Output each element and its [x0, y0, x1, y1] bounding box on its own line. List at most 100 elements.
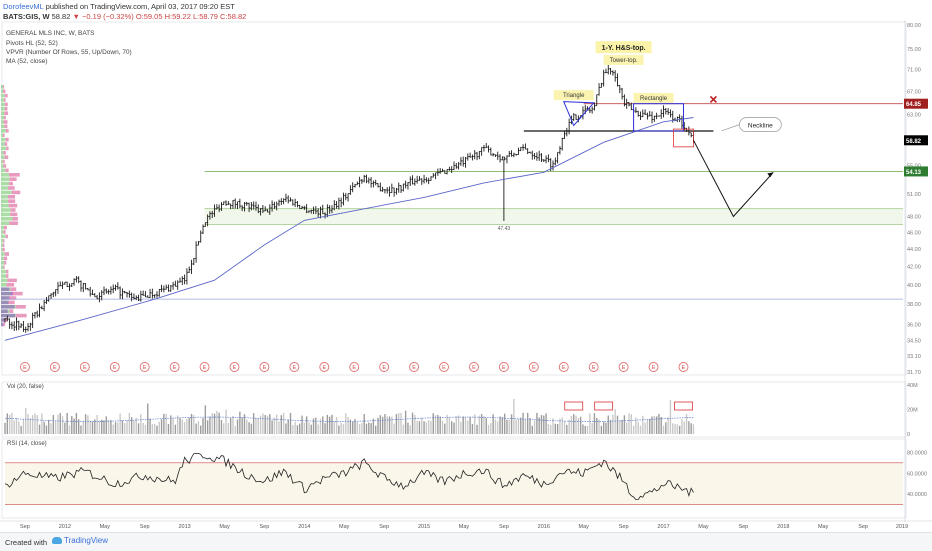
chart-canvas[interactable]: 80.0075.0071.0067.0063.0059.0055.0051.00…	[0, 0, 932, 532]
ohlc-bar	[333, 200, 336, 211]
vpvr-bar-down	[4, 107, 8, 111]
ohlc-bar	[314, 206, 317, 215]
legend-pivots[interactable]: Pivots HL (52, 52)	[6, 40, 58, 47]
vpvr-bar-base	[1, 305, 15, 309]
legend-vpvr[interactable]: VPVR (Number Of Rows, 55, Up/Down, 70)	[6, 49, 132, 56]
vpvr-bar-down	[12, 217, 18, 221]
ohlc-bar	[404, 180, 407, 189]
volume-bar	[596, 417, 598, 434]
volume-bar	[589, 413, 591, 434]
x-marker-icon	[709, 95, 717, 103]
volume-bar	[418, 421, 421, 434]
vpvr-bar-up	[1, 261, 5, 265]
vpvr-bar-up	[1, 247, 3, 252]
footer-brand[interactable]: TradingView	[52, 536, 108, 545]
legend-ma[interactable]: MA (52, close)	[6, 58, 48, 65]
volume-bar	[252, 413, 255, 434]
vpvr-bar-up	[1, 225, 4, 230]
vpvr-bar-down	[4, 93, 8, 98]
author-link[interactable]: DorofeevML	[3, 2, 44, 11]
ohlc-bar	[614, 70, 617, 82]
ohlc-bar	[146, 295, 149, 298]
ohlc-bar	[413, 178, 416, 186]
volume-bar	[690, 423, 692, 434]
vpvr-bar-down	[10, 208, 16, 212]
volume-bar	[584, 425, 586, 434]
volume-bar	[600, 425, 603, 434]
ohlc-bar	[72, 278, 76, 286]
volume-bar	[358, 424, 361, 434]
volume-bar	[361, 423, 363, 434]
volume-bar	[515, 419, 517, 434]
ohlc-bar	[464, 157, 467, 168]
volume-bar	[114, 422, 117, 434]
rsi-line	[4, 452, 694, 501]
vpvr-bar-down	[3, 120, 8, 124]
volume-bar	[285, 423, 287, 434]
ohlc-bar	[508, 150, 511, 157]
volume-bar	[404, 410, 407, 434]
volume-bar	[84, 414, 87, 434]
volume-bar	[653, 415, 656, 434]
earnings-marker: E	[648, 362, 659, 372]
ohlc-bar	[485, 143, 488, 149]
volume-bar	[34, 413, 36, 434]
earnings-marker: E	[678, 362, 689, 372]
volume-bar	[545, 413, 547, 434]
ohlc-bar	[482, 144, 486, 152]
volume-bar	[197, 421, 200, 434]
volume-bar	[61, 416, 64, 434]
vpvr-bar-down	[4, 142, 8, 146]
ohlc-bar	[480, 147, 483, 156]
volume-bar	[54, 420, 57, 434]
volume-bar	[628, 413, 630, 434]
ohlc-bar	[63, 281, 66, 285]
ohlc-bar	[459, 157, 463, 166]
ohlc-bar	[206, 214, 209, 227]
vpvr-bar-down	[3, 265, 5, 269]
price-tick-label: 42.00	[907, 265, 921, 271]
earnings-marker: E	[109, 362, 120, 372]
price-tick-label: 75.00	[907, 47, 921, 53]
ohlc-bar	[234, 198, 237, 209]
ohlc-bar	[224, 200, 228, 206]
price-tick-label: 44.00	[907, 247, 921, 253]
volume-bar	[211, 413, 213, 434]
volume-bar	[87, 415, 89, 434]
volume-bar	[669, 400, 672, 434]
volume-bar	[66, 413, 68, 434]
time-tick-label: May	[459, 524, 470, 530]
earnings-letter: E	[173, 365, 177, 371]
volume-bar	[27, 413, 29, 434]
ohlc-bar	[289, 197, 292, 202]
volume-bar	[110, 420, 112, 434]
earnings-circle-icon	[558, 362, 569, 372]
volume-bar	[326, 414, 329, 434]
ohlc-bar	[616, 73, 619, 87]
ohlc-bar	[183, 274, 186, 285]
ohlc-bar	[167, 284, 170, 292]
earnings-circle-icon	[20, 362, 30, 372]
ohlc-bar	[429, 176, 433, 181]
ohlc-bar	[96, 294, 99, 300]
volume-bar	[372, 418, 375, 434]
volume-bar	[319, 418, 322, 434]
volume-bar	[464, 417, 467, 434]
volume-bar	[218, 412, 220, 434]
earnings-marker: E	[319, 362, 330, 372]
volume-bar	[407, 422, 409, 434]
ohlc-bar	[372, 180, 375, 188]
ohlc-bar	[469, 152, 472, 158]
ohlc-bar	[475, 151, 479, 161]
volume-bar	[315, 417, 317, 434]
ohlc-bar	[678, 114, 681, 123]
volume-panel-frame	[1, 381, 907, 438]
volume-tick-label: 0	[907, 432, 910, 438]
ohlc-bar	[229, 203, 232, 210]
price-tick-label: 51.00	[907, 192, 921, 198]
ohlc-bar	[323, 212, 327, 219]
volume-bar	[305, 416, 308, 434]
volume-bar	[623, 415, 626, 434]
ohlc-bar	[443, 170, 446, 174]
volume-bar	[82, 420, 84, 434]
